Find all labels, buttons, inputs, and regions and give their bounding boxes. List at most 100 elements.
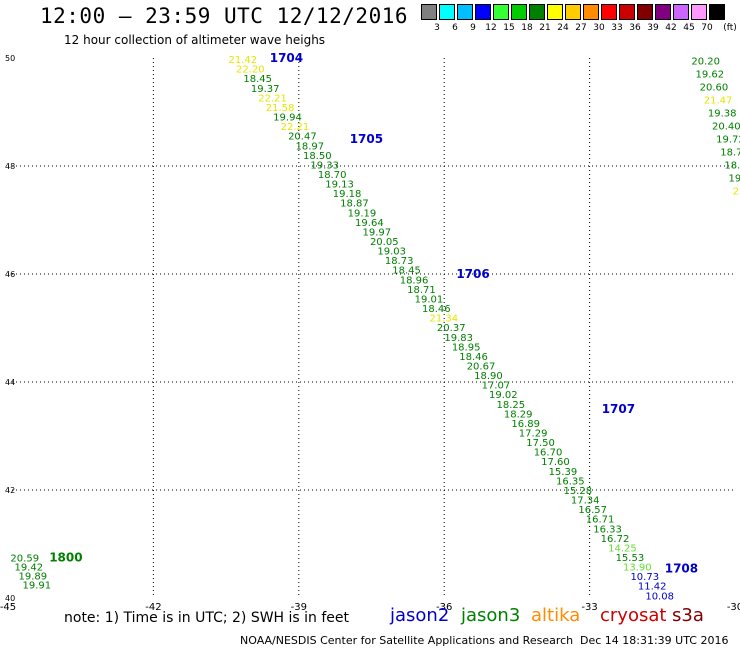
swh-value: 20.60 [700,83,729,94]
scale-swatch [691,4,707,20]
track-number-label: 1707 [602,402,635,416]
swh-value: 18.95 [452,342,481,353]
scale-label: 70 [701,23,713,33]
swh-value: 18.75 [720,147,740,158]
scale-swatch [619,4,635,20]
scale-swatch [655,4,671,20]
swh-value: 19.42 [14,563,43,574]
swh-value: 22.20 [236,65,265,76]
swh-value: 11.42 [638,582,667,593]
swh-value: 15.28 [563,486,592,497]
track-number-label: 1706 [456,267,489,281]
swh-value: 19.83 [444,333,473,344]
swh-value: 22.21 [281,122,310,133]
scale-swatch [493,4,509,20]
scale-swatch [457,4,473,20]
swh-value: 21.34 [429,314,458,325]
swh-value: 19.01 [415,294,444,305]
lat-tick-label: 48 [5,162,15,171]
scale-swatch [529,4,545,20]
scale-swatch [421,4,437,20]
swh-value: 13.90 [623,563,652,574]
swh-value: 19.72 [716,134,740,145]
swh-value: 18.29 [504,409,533,420]
swh-value: 18.70 [318,170,347,181]
swh-value: 18.87 [340,199,369,210]
swh-value: 17.07 [482,381,511,392]
map-title: 12:00 – 23:59 UTC 12/12/2016 [40,4,409,28]
scale-label: 3 [434,23,440,33]
credit-line: NOAA/NESDIS Center for Satellite Applica… [240,634,574,647]
swh-value: 21.58 [266,103,295,114]
track-number-label: 1800 [49,551,82,565]
scale-swatch [475,4,491,20]
lon-tick-label: -42 [145,602,161,613]
swh-value: 16.57 [578,505,607,516]
scale-label: 12 [485,23,497,33]
swh-value: 19.91 [23,581,52,592]
track-number-label: 1708 [665,561,698,575]
swh-value: 10.73 [630,572,659,583]
scale-swatch [565,4,581,20]
lon-tick-label: -36 [436,602,452,613]
swh-value: 18.90 [474,371,503,382]
swh-value: 19.37 [251,84,280,95]
units-note: note: 1) Time is in UTC; 2) SWH is in fe… [64,610,350,626]
swh-value: 20.59 [10,554,39,565]
scale-label: 18 [521,23,533,33]
swh-value: 18.45 [392,266,421,277]
swh-value: 19.89 [19,572,48,583]
swh-value: 17.60 [541,457,570,468]
wave-height-observations: 21.4222.2018.4519.3722.2121.5819.9422.21… [10,55,740,602]
swh-value: 17.34 [571,496,600,507]
swh-value: 19.62 [695,70,724,81]
swh-value: 18.97 [296,141,325,152]
generation-timestamp: Dec 14 18:31:39 UTC 2016 [580,634,729,647]
legend-item-jason2: jason2 [390,605,450,626]
swh-value: 18.25 [496,400,525,411]
lon-tick-label: -39 [291,602,307,613]
lat-tick-label: 46 [5,270,15,279]
swh-value: 16.35 [556,476,585,487]
scale-label: 42 [665,23,677,33]
swh-value: 21.42 [229,55,258,66]
swh-value: 19.19 [348,208,377,219]
swh-value: 16.72 [601,534,630,545]
swh-value: 18.96 [400,275,429,286]
swh-value: 17.50 [526,438,555,449]
scale-swatch [583,4,599,20]
scale-label: 24 [557,23,569,33]
swh-value: 19.38 [708,109,737,120]
scale-swatch [601,4,617,20]
swh-value: 19.64 [355,218,384,229]
swh-value: 22.10 [733,186,740,197]
lat-tick-label: 40 [5,594,15,603]
swh-value: 18.50 [303,151,332,162]
map-subtitle: 12 hour collection of altimeter wave hei… [64,33,326,47]
scale-swatch [511,4,527,20]
swh-value: 17.29 [519,429,548,440]
swh-value: 19.97 [362,227,391,238]
scale-swatch [547,4,563,20]
swh-value: 16.89 [511,419,540,430]
swh-value: 20.05 [370,237,399,248]
legend-item-jason3: jason3 [461,605,521,626]
swh-value: 18.71 [407,285,436,296]
swh-value: 16.33 [593,524,622,535]
swh-value: 18.45 [243,74,272,85]
swh-value: 20.40 [712,122,740,133]
lat-tick-label: 42 [5,486,15,495]
scale-swatch [439,4,455,20]
scale-label: 33 [611,23,623,33]
scale-label: 27 [575,23,587,33]
scale-label: 30 [593,23,605,33]
scale-label: 9 [470,23,476,33]
scale-label: 15 [503,23,515,33]
scale-swatch [673,4,689,20]
legend-item-cryosat: cryosat [600,605,667,626]
track-number-label: 1705 [350,132,383,146]
scale-swatch [637,4,653,20]
swh-value: 14.25 [608,543,637,554]
swh-value: 18.80 [724,160,740,171]
